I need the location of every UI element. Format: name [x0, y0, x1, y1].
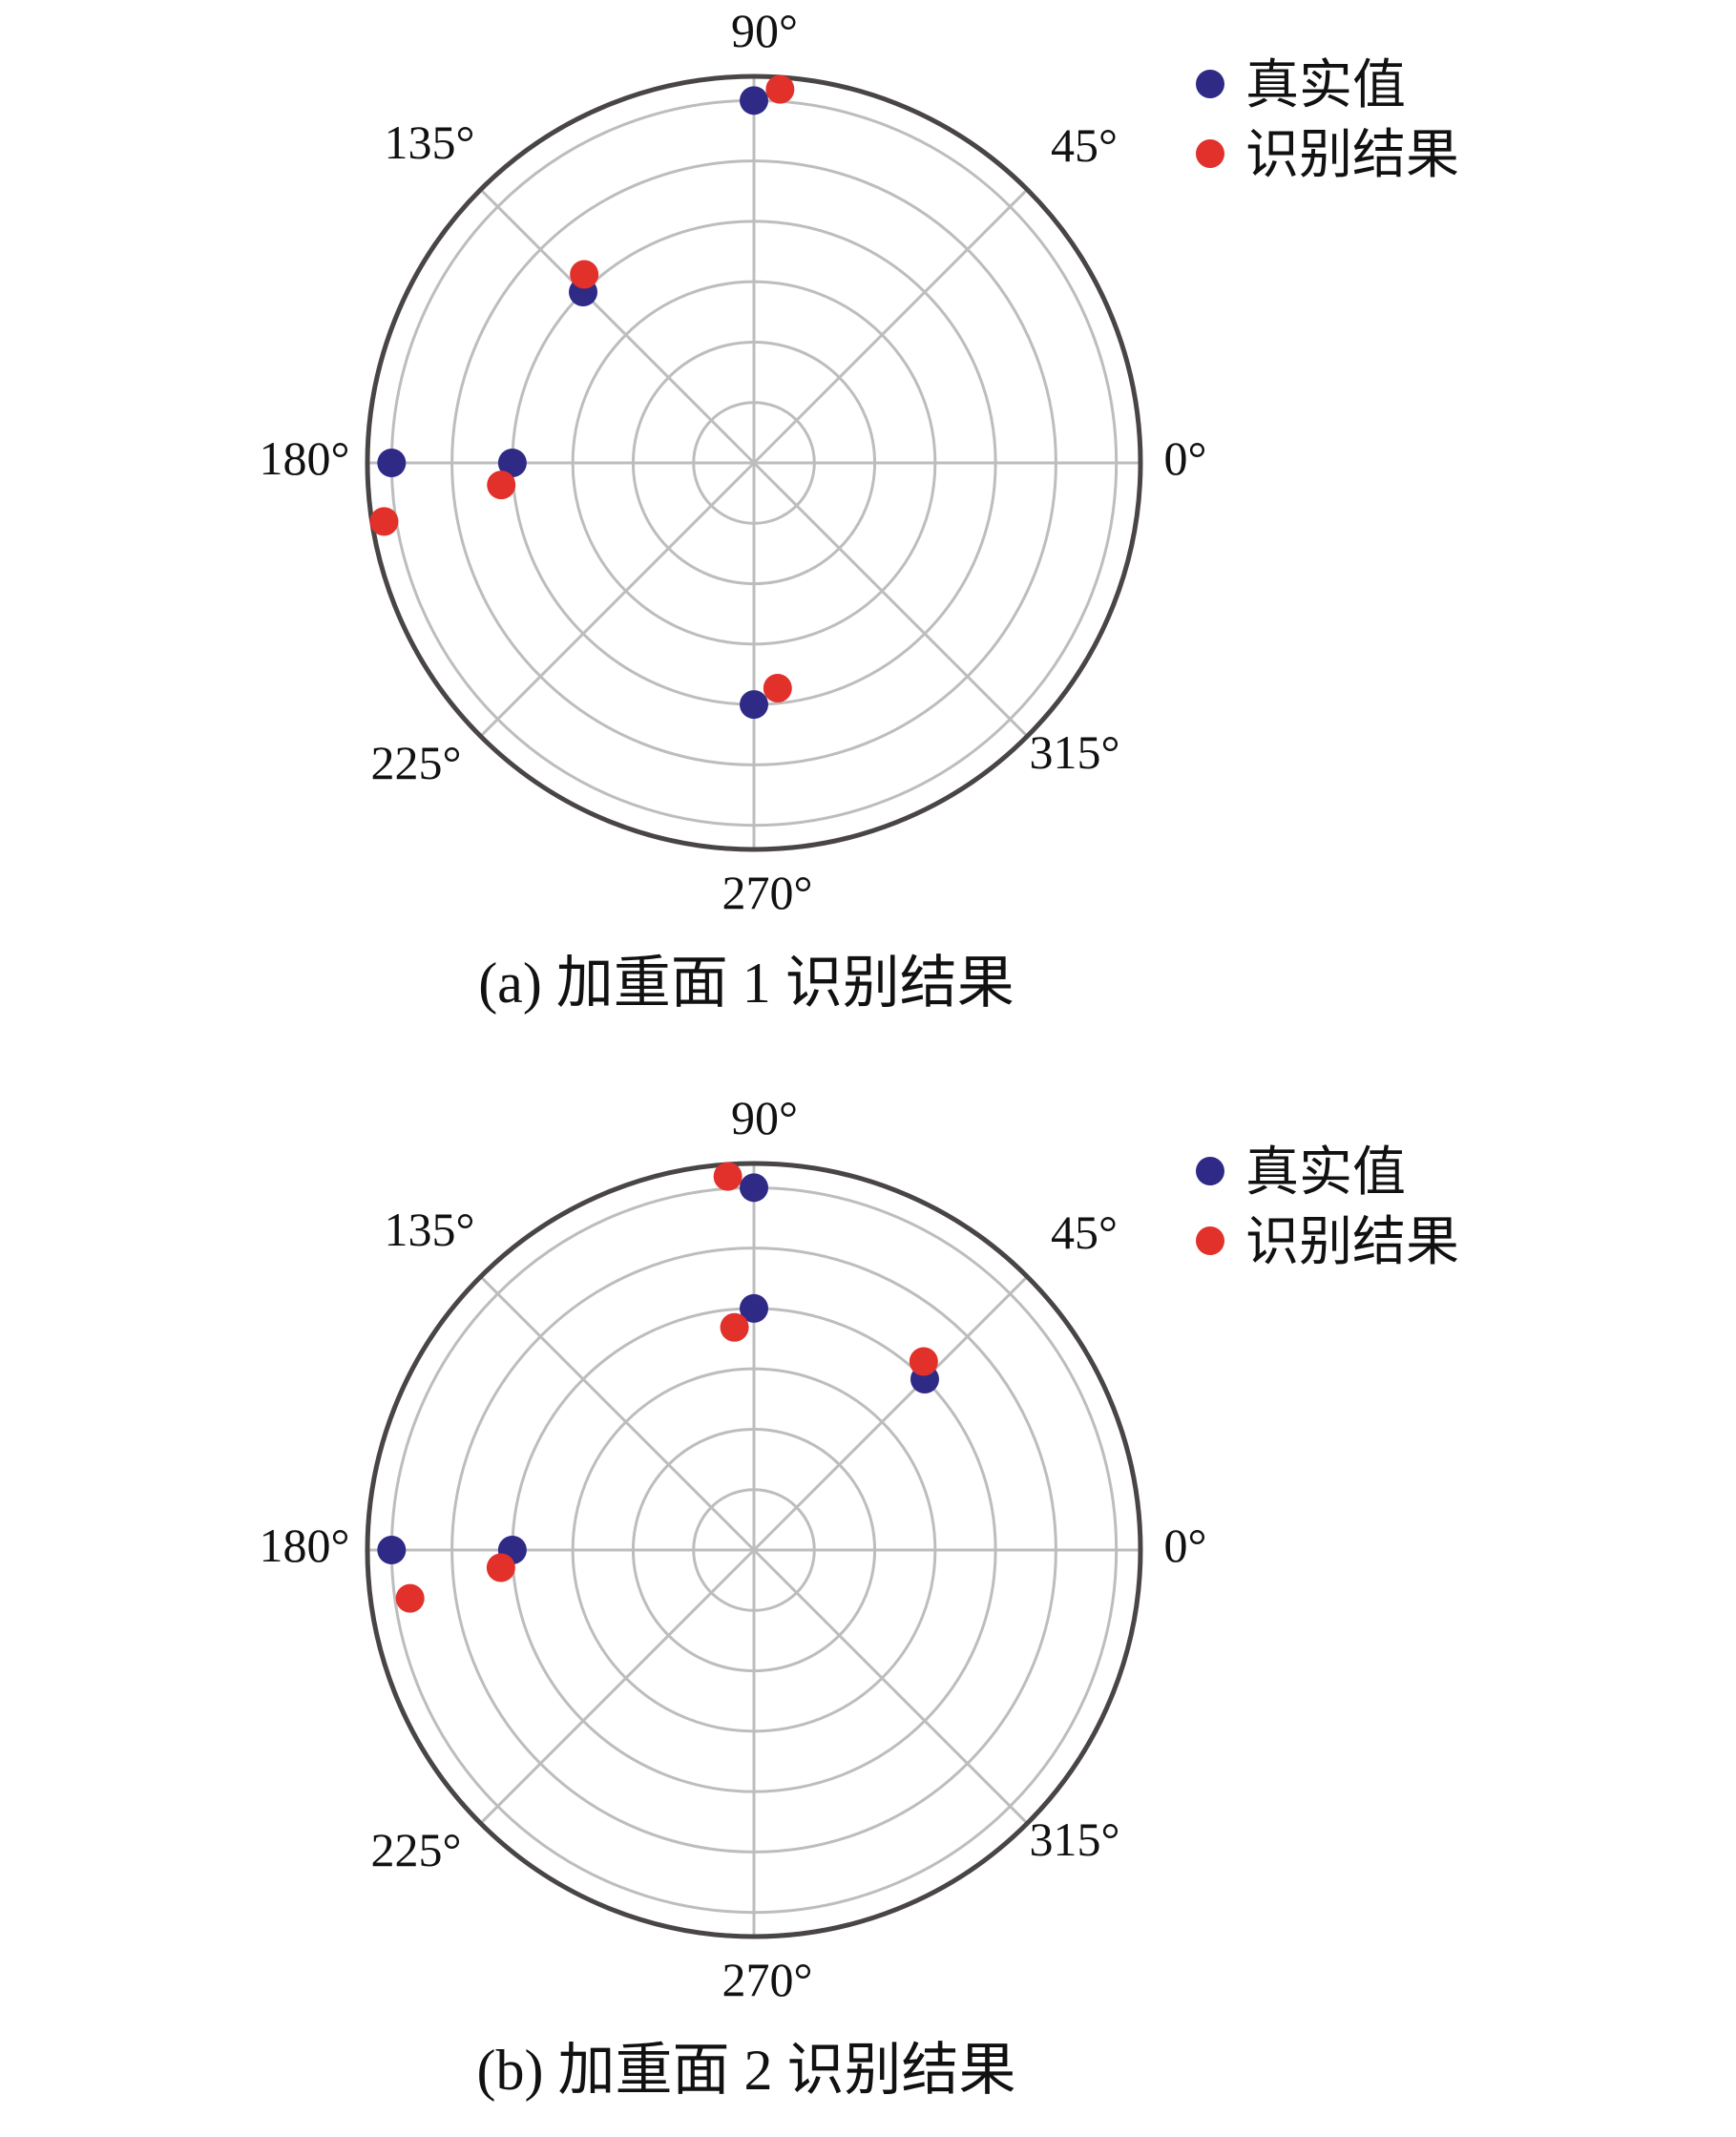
identified-result-point [570, 260, 599, 289]
angular-gridline [479, 461, 756, 738]
angle-tick-label: 90° [731, 4, 798, 57]
true-value-point [377, 449, 407, 477]
true-value-point [740, 1293, 768, 1323]
angle-tick-label: 0° [1164, 1519, 1207, 1572]
legend-label: 识别结果 [1245, 126, 1459, 185]
angle-tick-label: 180° [260, 431, 350, 485]
chart-caption: (a) 加重面 1 识别结果 [478, 952, 1014, 1015]
legend-label: 识别结果 [1245, 1213, 1459, 1272]
angular-gridline [752, 188, 1029, 465]
legend-marker [1196, 1157, 1224, 1185]
angular-gridline [752, 461, 1029, 738]
angle-tick-label: 315° [1030, 725, 1120, 779]
true-value-point [497, 449, 527, 477]
angular-gridline [479, 188, 756, 465]
angle-tick-label: 90° [731, 1091, 798, 1144]
angle-tick-label: 0° [1164, 431, 1207, 485]
angle-tick-label: 135° [385, 1203, 475, 1256]
true-value-point [740, 1173, 768, 1203]
identified-result-point [369, 507, 399, 536]
identified-result-point [486, 1553, 515, 1582]
identified-result-point [720, 1312, 749, 1342]
angle-tick-label: 270° [722, 866, 813, 919]
polar-outer-boundary [365, 73, 1143, 852]
polar-outer-boundary [365, 1161, 1143, 1939]
angular-gridline [479, 1275, 756, 1552]
identified-result-point [765, 74, 795, 104]
true-value-point [377, 1536, 407, 1564]
identified-result-point [713, 1162, 743, 1191]
angular-gridline [479, 1548, 756, 1825]
angle-tick-label: 135° [385, 115, 475, 169]
legend-marker [1196, 70, 1224, 98]
legend-label: 真实值 [1245, 56, 1406, 115]
chart-caption: (b) 加重面 2 识别结果 [477, 2039, 1016, 2102]
angle-tick-label: 315° [1030, 1812, 1120, 1866]
true-value-point [740, 86, 768, 115]
angle-tick-label: 225° [371, 736, 462, 789]
true-value-point [740, 690, 768, 720]
legend-marker [1196, 1226, 1224, 1255]
identified-result-point [763, 674, 792, 703]
legend-marker [1196, 139, 1224, 168]
angle-tick-label: 45° [1051, 118, 1118, 172]
identified-result-point [909, 1347, 938, 1376]
angle-tick-label: 225° [371, 1823, 462, 1876]
angle-tick-label: 270° [722, 1953, 813, 2006]
angular-gridline [752, 1275, 1029, 1552]
angle-tick-label: 180° [260, 1519, 350, 1572]
identified-result-point [487, 471, 516, 500]
angle-tick-label: 45° [1051, 1205, 1118, 1259]
legend-label: 真实值 [1245, 1143, 1406, 1203]
angular-gridline [752, 1548, 1029, 1825]
identified-result-point [395, 1583, 425, 1613]
